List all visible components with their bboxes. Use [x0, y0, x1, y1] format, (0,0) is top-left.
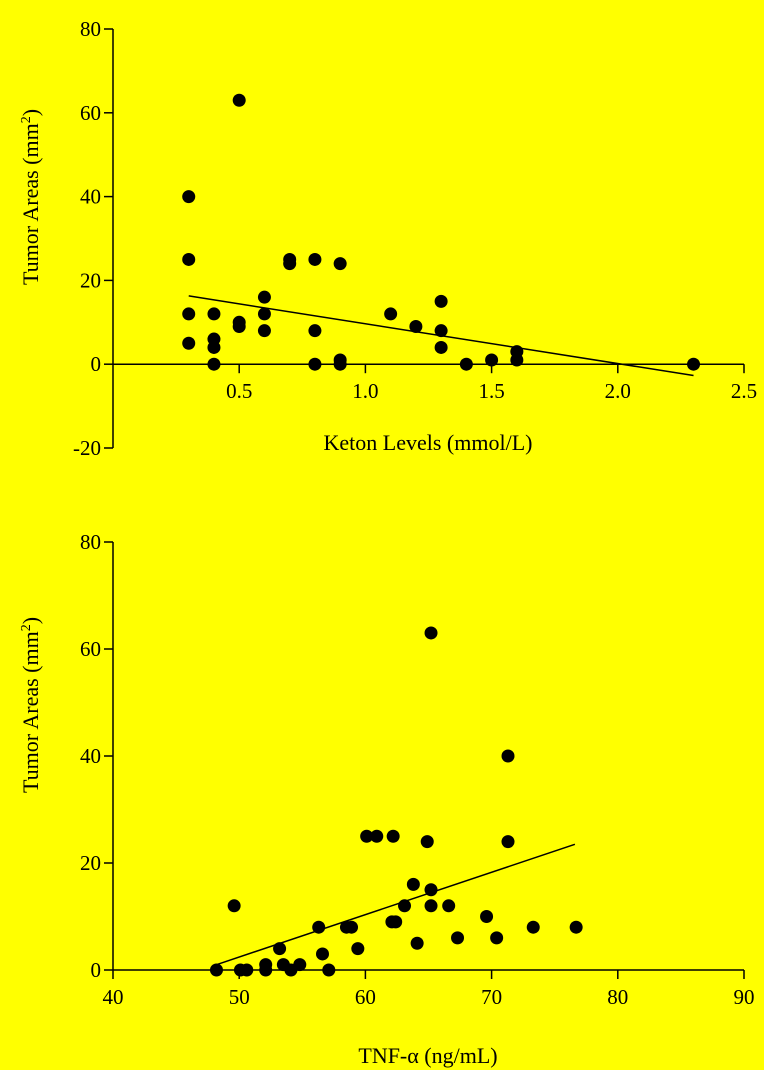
- x-tick-label: 70: [481, 985, 502, 1009]
- data-point: [569, 920, 583, 934]
- data-point: [480, 910, 494, 923]
- data-point: [283, 257, 297, 271]
- data-point: [389, 915, 403, 929]
- data-point: [207, 340, 221, 354]
- data-point: [459, 357, 473, 371]
- data-point: [259, 963, 273, 977]
- data-point: [232, 319, 246, 333]
- data-point: [424, 626, 438, 640]
- y-tick-label: 40: [80, 185, 101, 209]
- data-point: [333, 357, 347, 371]
- data-point: [315, 947, 329, 961]
- x-tick-label: 50: [229, 985, 250, 1009]
- data-point: [182, 252, 196, 266]
- x-tick-label: 2.0: [605, 379, 631, 403]
- x-tick-label: 1.5: [478, 379, 504, 403]
- x-tick-label: 80: [607, 985, 628, 1009]
- data-point: [232, 93, 246, 107]
- x-axis-title: Keton Levels (mmol/L): [324, 430, 533, 455]
- y-axis-title-superscript: 2: [19, 624, 34, 631]
- y-axis-title-superscript: 2: [19, 116, 34, 123]
- data-point: [485, 353, 499, 367]
- data-point: [501, 749, 515, 763]
- y-axis-title: Tumor Areas (mm2): [18, 109, 43, 285]
- data-point: [424, 883, 438, 897]
- y-axis-title-text: Tumor Areas (mm: [18, 631, 43, 793]
- data-point: [406, 877, 420, 891]
- x-tick-label: 40: [103, 985, 124, 1009]
- data-point: [257, 324, 271, 338]
- data-point: [451, 931, 465, 945]
- data-point: [293, 958, 307, 972]
- data-point: [501, 835, 515, 849]
- data-point: [490, 931, 504, 945]
- data-point: [209, 963, 223, 977]
- chart-keton-vs-tumor-area: Tumor Areas (mm2) Keton Levels (mmol/L) …: [18, 17, 757, 460]
- data-point: [687, 357, 701, 371]
- data-point: [308, 252, 322, 266]
- data-point: [384, 307, 398, 321]
- data-point: [207, 357, 221, 371]
- x-tick-label: 2.5: [731, 379, 757, 403]
- data-point: [273, 942, 287, 956]
- data-point: [308, 357, 322, 371]
- data-point: [345, 920, 359, 934]
- data-point: [257, 290, 271, 304]
- data-point: [370, 829, 384, 843]
- chart-tnf-vs-tumor-area: Tumor Areas (mm2) TNF-α (ng/mL) 0 20 40 60 8…: [18, 530, 755, 1068]
- data-point: [360, 829, 374, 843]
- data-point: [182, 307, 196, 321]
- data-point: [333, 257, 347, 271]
- y-axis-title-text: Tumor Areas (mm: [18, 123, 43, 285]
- y-tick-label: 0: [91, 352, 102, 376]
- data-point: [424, 899, 438, 913]
- y-tick-label: 60: [80, 637, 101, 661]
- data-point: [308, 324, 322, 338]
- y-tick-label: 20: [80, 851, 101, 875]
- data-point: [434, 294, 448, 308]
- data-point: [442, 899, 456, 913]
- data-point: [434, 324, 448, 338]
- data-point: [322, 963, 336, 977]
- y-tick-label: 40: [80, 744, 101, 768]
- data-point: [409, 319, 423, 333]
- x-tick-label: 0.5: [226, 379, 252, 403]
- data-point: [257, 307, 271, 321]
- data-point: [227, 899, 241, 913]
- data-point: [526, 920, 540, 934]
- data-point: [240, 963, 254, 977]
- data-point: [351, 942, 365, 956]
- y-axis-title-close: ): [18, 109, 43, 116]
- data-point: [434, 340, 448, 354]
- data-point: [420, 835, 434, 849]
- data-point: [510, 353, 524, 367]
- x-tick-label: 60: [355, 985, 376, 1009]
- data-point: [386, 829, 400, 843]
- y-axis-title-close: ): [18, 617, 43, 624]
- data-point: [182, 336, 196, 350]
- data-point: [410, 936, 424, 950]
- x-axis-title: TNF-α (ng/mL): [358, 1043, 497, 1068]
- x-tick-label: 1.0: [352, 379, 378, 403]
- y-tick-label: -20: [73, 436, 101, 460]
- x-tick-label: 90: [734, 985, 755, 1009]
- y-tick-label: 80: [80, 530, 101, 554]
- data-point: [312, 920, 326, 934]
- y-tick-label: 80: [80, 17, 101, 41]
- y-tick-label: 60: [80, 101, 101, 125]
- y-tick-label: 20: [80, 268, 101, 292]
- data-point: [398, 899, 412, 913]
- y-tick-label: 0: [91, 958, 102, 982]
- data-point: [207, 307, 221, 321]
- y-axis-title: Tumor Areas (mm2): [18, 617, 43, 793]
- data-point: [182, 190, 196, 204]
